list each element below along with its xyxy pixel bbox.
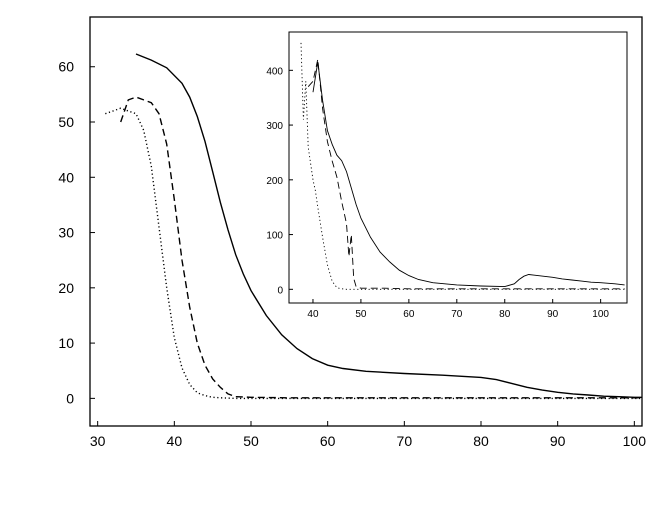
main-axis-ticks: 30 40 50 60 70 80 90 100 0 10 20 30 40 50 60 xyxy=(58,59,646,449)
inset-y-tick-label: 0 xyxy=(277,285,283,296)
inset-y-tick-label: 300 xyxy=(266,121,283,132)
main-series-dotted xyxy=(105,107,642,400)
main-y-tick-label: 10 xyxy=(58,335,74,351)
main-series-dashed xyxy=(120,96,642,399)
inset-background xyxy=(289,32,627,303)
main-x-tick-label: 100 xyxy=(623,433,647,449)
inset-x-tick-label: 100 xyxy=(592,309,609,320)
inset-x-tick-label: 40 xyxy=(307,309,319,320)
inset-series-dashed xyxy=(307,59,625,290)
main-series-solid xyxy=(135,53,642,398)
main-x-tick-label: 60 xyxy=(320,433,336,449)
main-y-tick-label: 60 xyxy=(58,59,74,75)
inset-series-group xyxy=(300,42,625,290)
main-y-tick-label: 20 xyxy=(58,280,74,296)
main-y-tick-label: 40 xyxy=(58,169,74,185)
main-chart: 30 40 50 60 70 80 90 100 0 10 20 30 40 50 60 xyxy=(58,16,646,449)
inset-x-tick-label: 70 xyxy=(451,309,463,320)
main-x-tick-label: 50 xyxy=(243,433,259,449)
main-y-tick-label: 30 xyxy=(58,225,74,241)
main-x-tick-label: 40 xyxy=(167,433,183,449)
inset-axis-ticks: 40 50 60 70 80 90 100 0 100 200 300 400 xyxy=(266,66,609,320)
inset-y-tick-label: 100 xyxy=(266,231,283,242)
main-y-tick-label: 50 xyxy=(58,114,74,130)
inset-x-tick-label: 60 xyxy=(403,309,415,320)
main-plot-frame xyxy=(89,16,643,427)
inset-series-solid xyxy=(312,62,625,288)
main-x-tick-label: 30 xyxy=(90,433,106,449)
inset-plot-frame xyxy=(288,31,628,304)
main-x-tick-label: 90 xyxy=(550,433,566,449)
main-series-group xyxy=(105,53,642,400)
inset-chart: 40 50 60 70 80 90 100 0 100 200 300 400 xyxy=(266,31,628,320)
main-y-tick-label: 0 xyxy=(66,390,74,406)
main-x-tick-label: 80 xyxy=(473,433,489,449)
inset-y-tick-label: 200 xyxy=(266,176,283,187)
inset-y-tick-label: 400 xyxy=(266,66,283,77)
inset-x-tick-label: 50 xyxy=(355,309,367,320)
inset-x-tick-label: 80 xyxy=(499,309,511,320)
main-x-tick-label: 70 xyxy=(397,433,413,449)
inset-series-dotted xyxy=(300,42,625,290)
inset-x-tick-label: 90 xyxy=(547,309,559,320)
